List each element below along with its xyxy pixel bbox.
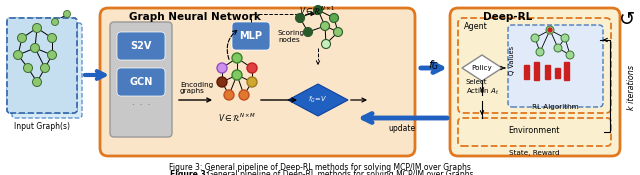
Circle shape [47, 33, 56, 43]
Text: Graph Neural Network: Graph Neural Network [129, 12, 261, 22]
Circle shape [296, 13, 305, 23]
Text: General pipeline of Deep-RL methods for solving MCP/IM over Graphs: General pipeline of Deep-RL methods for … [205, 170, 474, 175]
FancyBboxPatch shape [117, 32, 165, 60]
Circle shape [303, 27, 312, 37]
Circle shape [536, 48, 544, 56]
Circle shape [247, 77, 257, 87]
Bar [545, 65, 550, 79]
Bar [564, 62, 569, 80]
Circle shape [548, 28, 552, 32]
Text: MLP: MLP [239, 31, 262, 41]
Text: Policy: Policy [472, 65, 492, 71]
Text: Scoring
nodes: Scoring nodes [278, 30, 305, 43]
Text: Select
Action $A_t$: Select Action $A_t$ [466, 79, 499, 97]
FancyBboxPatch shape [117, 68, 165, 96]
Text: RL Algorithm: RL Algorithm [532, 104, 579, 110]
Circle shape [63, 10, 70, 18]
Circle shape [17, 33, 26, 43]
Circle shape [546, 26, 554, 34]
Circle shape [239, 90, 249, 100]
Text: k iterations: k iterations [627, 65, 637, 110]
Text: ·  ·  ·: · · · [132, 100, 150, 110]
Circle shape [51, 19, 58, 26]
Circle shape [247, 63, 257, 73]
FancyBboxPatch shape [7, 18, 77, 113]
FancyBboxPatch shape [7, 18, 77, 113]
Circle shape [33, 78, 42, 86]
Text: Figure 3: General pipeline of Deep-RL methods for solving MCP/IM over Graphs: Figure 3: General pipeline of Deep-RL me… [169, 163, 471, 172]
Circle shape [40, 64, 49, 72]
Circle shape [321, 40, 330, 48]
Circle shape [224, 90, 234, 100]
FancyBboxPatch shape [450, 8, 620, 156]
Text: $V \in \mathcal{R}^{N \times 1}$: $V \in \mathcal{R}^{N \times 1}$ [299, 5, 335, 17]
Circle shape [217, 63, 227, 73]
FancyBboxPatch shape [100, 8, 415, 156]
Circle shape [232, 70, 242, 80]
Circle shape [33, 23, 42, 33]
Text: Figure 3:: Figure 3: [170, 170, 209, 175]
Circle shape [314, 5, 323, 15]
Circle shape [554, 44, 562, 52]
Text: Agent: Agent [464, 22, 488, 31]
FancyBboxPatch shape [12, 23, 82, 118]
Circle shape [232, 53, 242, 63]
Bar [555, 68, 560, 78]
Circle shape [330, 13, 339, 23]
FancyBboxPatch shape [508, 25, 603, 107]
Circle shape [13, 51, 22, 60]
Circle shape [561, 34, 569, 42]
Text: Q Values: Q Values [509, 46, 515, 75]
Bar [534, 62, 539, 80]
Text: S2V: S2V [131, 41, 152, 51]
Circle shape [47, 51, 56, 60]
Circle shape [333, 27, 342, 37]
Text: $f_G$: $f_G$ [428, 58, 440, 72]
Text: GCN: GCN [129, 77, 153, 87]
Circle shape [321, 22, 330, 30]
FancyBboxPatch shape [232, 22, 270, 50]
Text: Deep-RL: Deep-RL [483, 12, 532, 22]
Text: Encoding
graphs: Encoding graphs [180, 82, 213, 95]
Circle shape [217, 77, 227, 87]
Bar [524, 65, 529, 79]
Text: update: update [388, 124, 415, 133]
Polygon shape [288, 84, 348, 116]
Circle shape [24, 64, 33, 72]
Text: $V \in \mathcal{R}^{N \times M}$: $V \in \mathcal{R}^{N \times M}$ [218, 112, 256, 124]
Circle shape [531, 34, 539, 42]
Text: ↺: ↺ [619, 10, 635, 30]
Polygon shape [462, 55, 502, 81]
Circle shape [566, 51, 574, 59]
Circle shape [31, 44, 40, 52]
Text: Environment: Environment [508, 126, 560, 135]
Text: Input Graph(s): Input Graph(s) [14, 122, 70, 131]
Text: $f_G\!=\!V$: $f_G\!=\!V$ [308, 95, 328, 105]
Text: State, Reward: State, Reward [509, 150, 559, 156]
FancyBboxPatch shape [110, 22, 172, 137]
